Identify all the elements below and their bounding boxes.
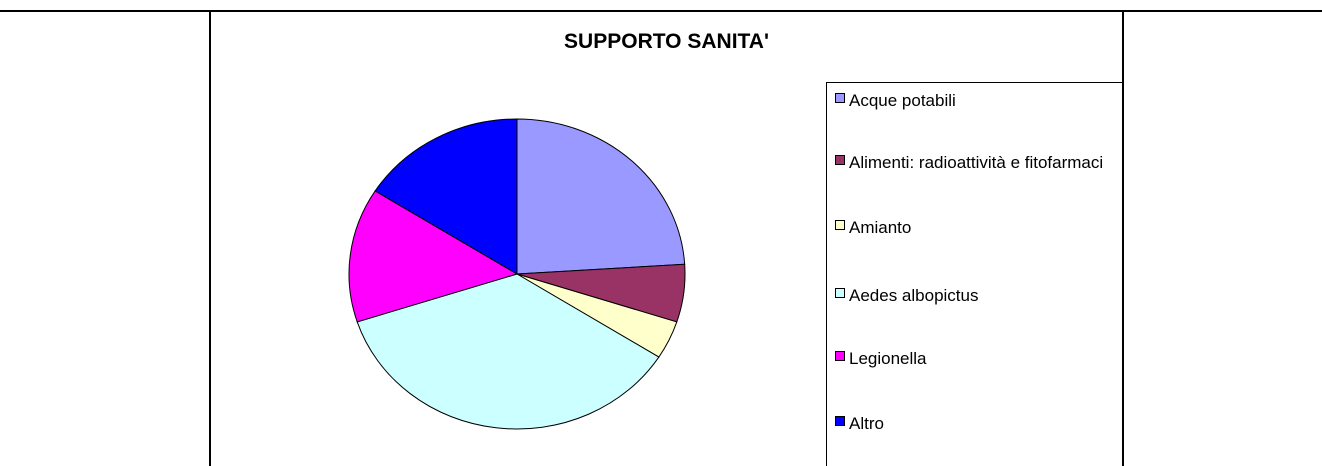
legend-label: Legionella bbox=[849, 349, 927, 368]
legend-label: Amianto bbox=[849, 218, 912, 237]
legend: Acque potabili Alimenti: radioattività e… bbox=[826, 82, 1122, 466]
legend-swatch bbox=[835, 288, 845, 298]
chart-title: SUPPORTO SANITA' bbox=[564, 30, 769, 53]
legend-label: Acque potabili bbox=[849, 91, 956, 110]
legend-swatch bbox=[835, 155, 845, 165]
pie-slice-aedes-albopictus bbox=[356, 273, 660, 430]
frame-left-line bbox=[209, 10, 211, 466]
legend-label: Alimenti: radioattività e fitofarmaci bbox=[849, 153, 1104, 172]
legend-label: Altro bbox=[849, 414, 884, 433]
legend-swatch bbox=[835, 93, 845, 103]
legend-label: Aedes albopictus bbox=[849, 286, 979, 305]
pie-slice-legionella bbox=[348, 190, 519, 323]
frame-top-line bbox=[0, 10, 1322, 12]
legend-swatch bbox=[835, 351, 845, 361]
legend-swatch bbox=[835, 220, 845, 230]
legend-swatch bbox=[835, 416, 845, 426]
pie-slice-altro bbox=[374, 118, 518, 275]
pie-slice-acque-potabili bbox=[516, 118, 686, 275]
frame-right-line bbox=[1122, 10, 1124, 466]
